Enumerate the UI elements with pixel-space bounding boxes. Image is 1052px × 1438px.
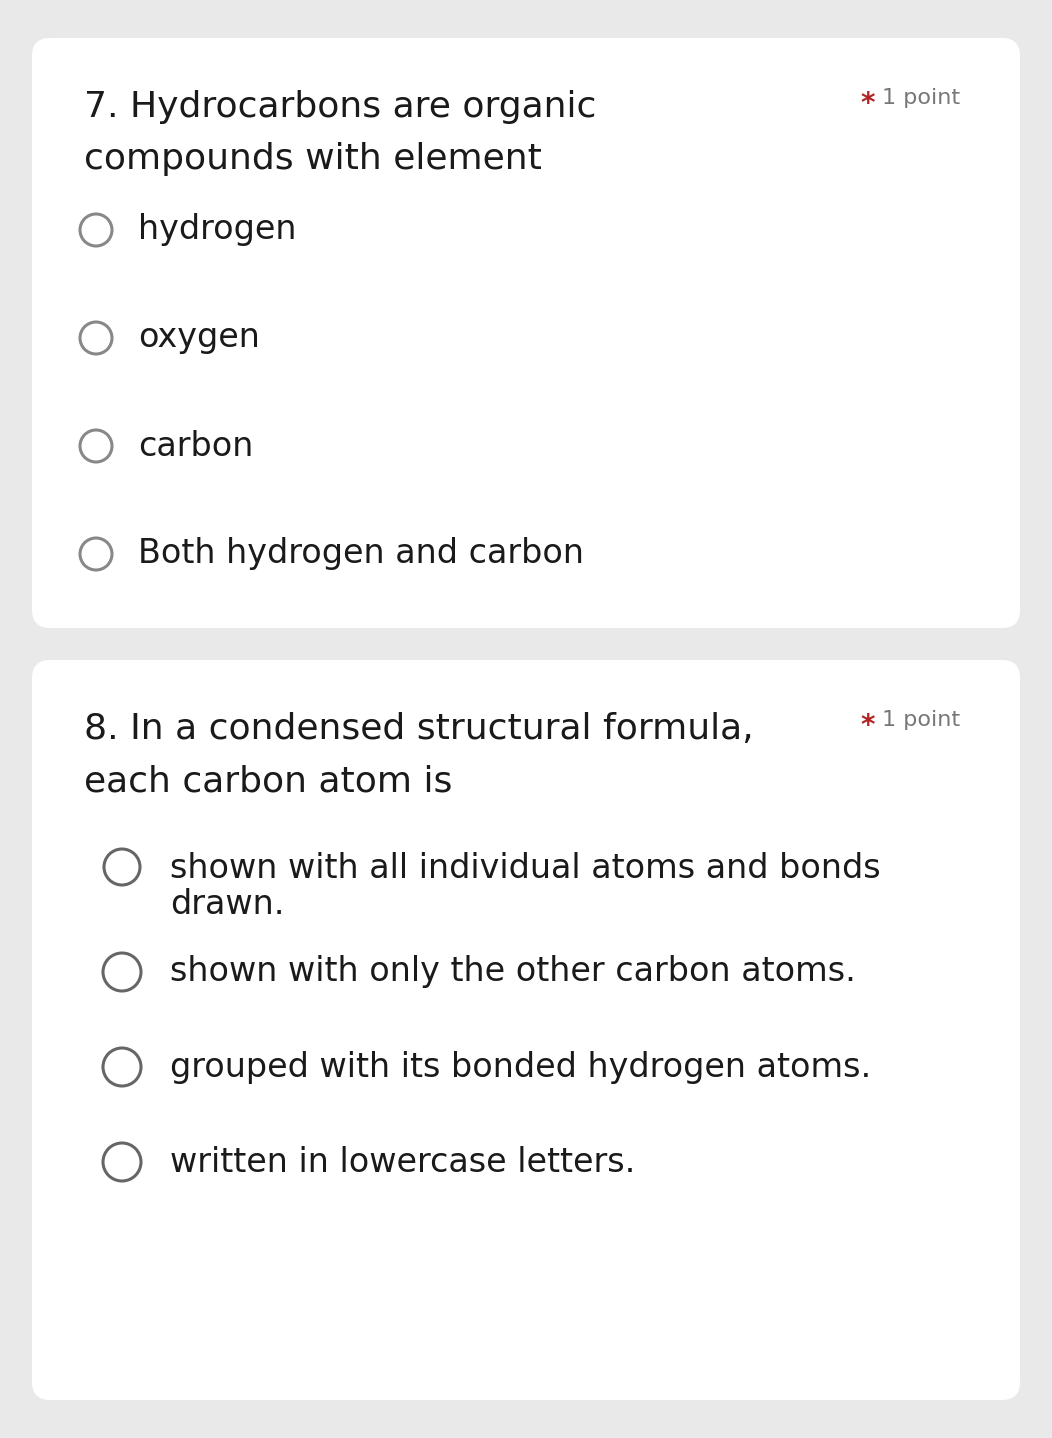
FancyBboxPatch shape	[32, 37, 1020, 628]
Text: drawn.: drawn.	[170, 889, 284, 920]
Text: hydrogen: hydrogen	[138, 213, 297, 246]
Text: 1 point: 1 point	[882, 88, 960, 108]
Text: carbon: carbon	[138, 430, 254, 463]
Text: shown with only the other carbon atoms.: shown with only the other carbon atoms.	[170, 955, 856, 988]
Text: *: *	[859, 91, 874, 118]
Text: oxygen: oxygen	[138, 322, 260, 355]
Text: written in lowercase letters.: written in lowercase letters.	[170, 1146, 635, 1179]
Text: 1 point: 1 point	[882, 710, 960, 731]
Text: Both hydrogen and carbon: Both hydrogen and carbon	[138, 538, 584, 571]
Text: 8. In a condensed structural formula,: 8. In a condensed structural formula,	[84, 712, 753, 746]
Text: *: *	[859, 712, 874, 741]
Text: compounds with element: compounds with element	[84, 142, 542, 175]
Text: 7. Hydrocarbons are organic: 7. Hydrocarbons are organic	[84, 91, 596, 124]
FancyBboxPatch shape	[32, 660, 1020, 1401]
Text: shown with all individual atoms and bonds: shown with all individual atoms and bond…	[170, 851, 881, 884]
Text: each carbon atom is: each carbon atom is	[84, 764, 452, 798]
Text: grouped with its bonded hydrogen atoms.: grouped with its bonded hydrogen atoms.	[170, 1051, 871, 1083]
